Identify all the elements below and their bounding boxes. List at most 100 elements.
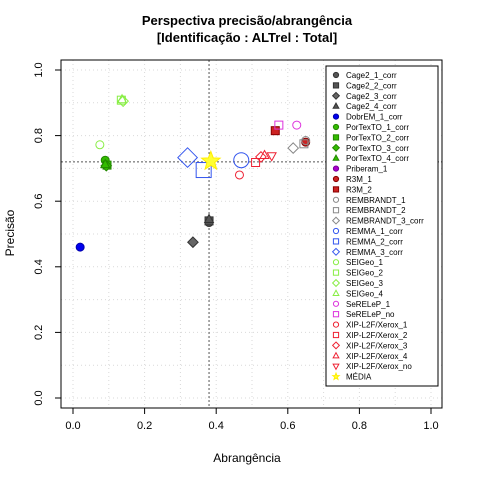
legend-entry: SEIGeo_2 — [346, 269, 383, 278]
legend-symbol — [332, 259, 340, 266]
legend-symbol — [332, 134, 340, 141]
legend-symbol — [332, 238, 340, 245]
legend-entry: REMMA_1_corr — [346, 227, 403, 236]
legend-symbol — [331, 247, 341, 256]
x-axis: 0.0 0.2 0.4 0.6 0.8 1.0 — [65, 407, 439, 432]
legend-symbol — [332, 82, 340, 89]
chart-title-line1: Perspectiva precisão/abrangência — [142, 13, 353, 28]
legend-entry: R3M_1 — [346, 175, 372, 184]
legend-symbol — [332, 321, 340, 328]
legend-symbol — [332, 300, 340, 307]
data-point — [187, 236, 199, 249]
data-point — [99, 158, 111, 169]
x-tick-label: 1.0 — [423, 420, 438, 432]
legend-entry: REMBRANDT_1 — [346, 196, 406, 205]
legend-symbol — [332, 331, 340, 339]
y-axis: 0.0 0.2 0.4 0.6 0.8 1.0 — [33, 62, 62, 406]
legend-entry: SeRELeP_no — [346, 310, 395, 319]
legend-entry: REMMA_2_corr — [346, 237, 403, 246]
legend-entry: PorTexTO_4_corr — [346, 154, 409, 163]
legend-symbol — [332, 289, 340, 296]
legend-box — [325, 65, 439, 387]
legend-symbol — [332, 186, 340, 193]
x-tick-label: 0.4 — [209, 420, 224, 432]
legend-entry: Cage2_2_corr — [346, 81, 397, 90]
legend-symbol — [332, 269, 340, 276]
data-point — [195, 162, 212, 179]
legend-symbol — [332, 102, 340, 109]
legend-entry: Priberam_1 — [346, 165, 388, 174]
data-point — [299, 139, 309, 149]
legend-symbol — [332, 113, 340, 120]
legend-entry: PorTexTO_1_corr — [346, 123, 409, 132]
x-tick-label: 0.8 — [352, 420, 367, 432]
legend-symbol — [331, 371, 341, 381]
data-point — [251, 157, 261, 167]
legend-entry: Cage2_4_corr — [346, 102, 397, 111]
data-point — [259, 149, 270, 159]
y-tick-label: 0.8 — [33, 128, 45, 143]
data-point — [234, 170, 244, 180]
legend-entry: SeRELeP_1 — [346, 300, 391, 309]
data-point — [292, 120, 302, 130]
legend-symbol — [332, 123, 340, 131]
data-point — [177, 147, 199, 169]
data-point — [266, 152, 277, 162]
legend-entry: REMBRANDT_2 — [346, 206, 406, 215]
legend-entry: PorTexTO_2_corr — [346, 133, 409, 142]
legend-entry: XIP-L2F/Xerox_1 — [346, 321, 408, 330]
y-tick-label: 0.2 — [33, 325, 45, 340]
legend-symbol — [332, 311, 340, 318]
data-point — [274, 120, 284, 130]
legend-entry: XIP-L2F/Xerox_no — [346, 362, 412, 371]
x-axis-label: Abrangência — [213, 451, 281, 465]
legend-entry: DobrEM_1_corr — [346, 113, 403, 122]
legend-symbol — [332, 165, 340, 172]
y-tick-label: 0.6 — [33, 194, 45, 209]
legend-symbol — [332, 207, 340, 214]
y-tick-label: 0.4 — [33, 259, 45, 274]
y-tick-label: 1.0 — [33, 62, 45, 77]
chart-title-line2: [Identificação : ALTrel : Total] — [157, 30, 337, 45]
legend-symbol — [331, 278, 341, 288]
data-point — [233, 152, 250, 169]
legend-entry: Cage2_3_corr — [346, 92, 397, 101]
legend-entry: XIP-L2F/Xerox_2 — [346, 331, 408, 340]
legend-symbol — [332, 196, 340, 203]
legend-entry: SEIGeo_1 — [346, 258, 383, 267]
legend-symbol — [331, 143, 341, 152]
x-tick-label: 0.6 — [280, 420, 295, 432]
y-tick-label: 0.0 — [33, 390, 45, 405]
legend-entry: R3M_2 — [346, 185, 372, 194]
data-point — [95, 140, 105, 150]
data-point — [203, 213, 215, 223]
data-point — [116, 93, 128, 104]
data-point — [301, 136, 311, 146]
data-point — [75, 242, 85, 252]
legend-entry: SEIGeo_4 — [346, 289, 383, 298]
legend-symbol — [332, 175, 340, 183]
x-tick-label: 0.0 — [65, 420, 80, 432]
legend-symbol — [332, 227, 340, 235]
data-point — [200, 150, 222, 171]
legend-entry: SEIGeo_3 — [346, 279, 383, 288]
legend-symbol — [332, 71, 340, 79]
legend-symbol — [332, 154, 340, 161]
legend-entry: XIP-L2F/Xerox_4 — [346, 352, 408, 361]
legend-entry: PorTexTO_3_corr — [346, 144, 409, 153]
legend-symbol — [332, 363, 340, 371]
legend-symbol — [331, 341, 341, 350]
x-tick-label: 0.2 — [137, 420, 152, 432]
legend-symbol — [331, 216, 341, 225]
data-points — [75, 93, 311, 252]
data-point — [287, 142, 300, 154]
legend-entry: XIP-L2F/Xerox_3 — [346, 341, 408, 350]
legend-entry: Cage2_1_corr — [346, 71, 397, 80]
legend-symbol — [332, 351, 340, 359]
legend-entry: MÉDIA — [346, 373, 372, 382]
data-point — [255, 151, 267, 163]
legend-symbol — [331, 91, 341, 100]
